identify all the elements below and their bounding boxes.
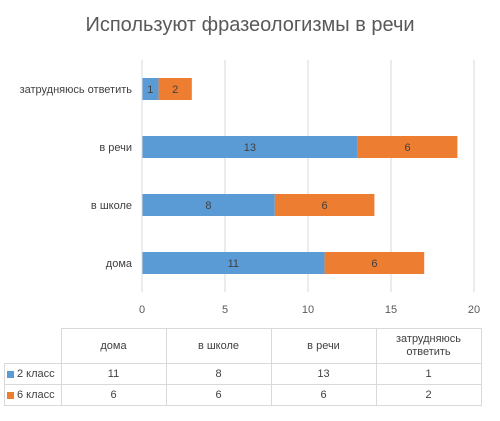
series-label-cell: 2 класс [4, 363, 62, 385]
table-cell: 11 [60, 363, 167, 385]
data-label: 6 [405, 142, 411, 154]
bar-segment [158, 78, 192, 100]
table-cell: 8 [165, 363, 272, 385]
data-label: 6 [322, 200, 328, 212]
table-row: 2 класс 11 8 13 1 [4, 363, 482, 385]
table-row: 6 класс 6 6 6 2 [4, 384, 482, 406]
bar-segment [142, 252, 325, 274]
series-name: 6 класс [17, 389, 55, 401]
series-swatch [7, 391, 14, 399]
bar-segment [142, 136, 358, 158]
category-label: дома [106, 258, 133, 270]
data-label: 2 [172, 84, 178, 96]
bar-segment [324, 252, 425, 274]
category-label: в речи [99, 142, 132, 154]
x-tick-label: 0 [139, 304, 145, 316]
table-header-cell: затрудняюсь ответить [375, 328, 482, 364]
table-cell: 1 [375, 363, 482, 385]
data-label: 11 [228, 258, 239, 270]
table-corner [4, 328, 62, 364]
plot-area: 0 5 10 15 20 11 6 дома 8 6 в школе 13 6 в речи 1 2 затру… [20, 60, 480, 316]
data-label: 1 [147, 84, 153, 96]
x-tick-label: 15 [385, 304, 397, 316]
bar-segment [274, 194, 375, 216]
data-label: 6 [371, 258, 377, 270]
x-tick-label: 10 [302, 304, 314, 316]
table-cell: 6 [270, 384, 377, 406]
table-cell: 13 [270, 363, 377, 385]
data-label: 13 [244, 142, 256, 154]
table-cell: 6 [60, 384, 167, 406]
series-swatch [7, 370, 14, 378]
bar-segment [357, 136, 458, 158]
table-header-cell: в школе [165, 328, 272, 364]
table-header-cell: дома [60, 328, 167, 364]
series-label-cell: 6 класс [4, 384, 62, 406]
table-cell: 2 [375, 384, 482, 406]
bar-segment [142, 194, 275, 216]
data-label: 8 [205, 200, 211, 212]
x-tick-label: 5 [222, 304, 228, 316]
category-label: затрудняюсь ответить [20, 84, 133, 96]
table-cell: 6 [165, 384, 272, 406]
data-table: дома в школе в речи затрудняюсь ответить … [4, 328, 482, 406]
category-label: в школе [91, 200, 132, 212]
bar-segment [142, 78, 159, 100]
table-header-cell: в речи [270, 328, 377, 364]
chart-title: Используют фразеологизмы в речи [85, 14, 415, 36]
x-tick-label: 20 [468, 304, 480, 316]
series-name: 2 класс [17, 368, 55, 380]
